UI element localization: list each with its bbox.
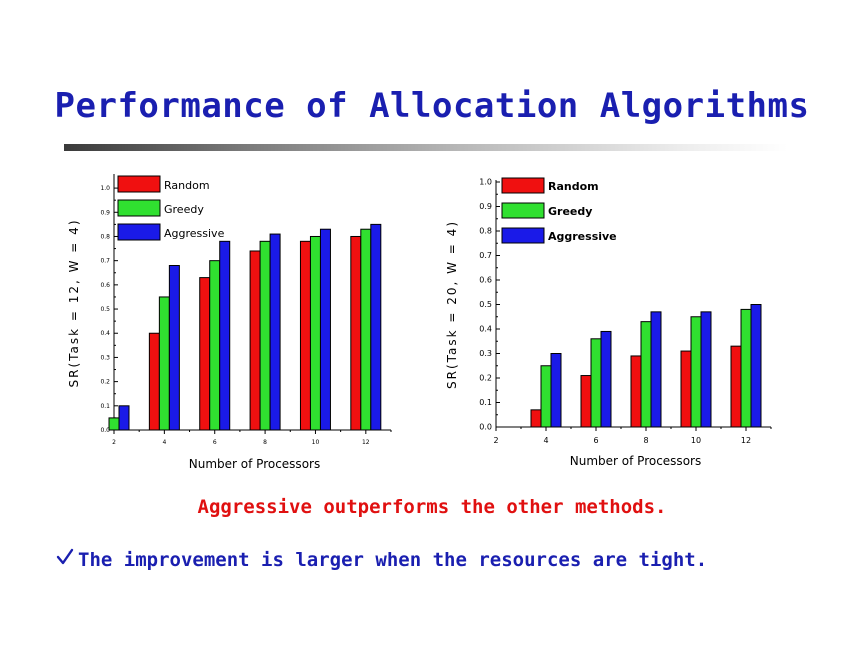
legend-label-aggressive: Aggressive <box>164 227 225 240</box>
x-tick-label: 4 <box>162 439 166 446</box>
title-divider <box>64 144 788 151</box>
x-tick-label: 6 <box>593 436 598 445</box>
y-tick-label: 0.2 <box>479 374 492 383</box>
legend-swatch-aggressive <box>117 223 161 241</box>
x-axis-title: Number of Processors <box>189 457 320 471</box>
bar-greedy <box>158 296 170 431</box>
bar-greedy <box>590 338 602 428</box>
x-tick-label: 4 <box>543 436 548 445</box>
bar-aggressive <box>168 265 180 431</box>
bar-aggressive <box>550 353 562 428</box>
legend-swatch-aggressive <box>501 227 545 244</box>
x-tick-label: 2 <box>493 436 498 445</box>
checkmark-icon <box>56 548 76 571</box>
x-tick-label: 10 <box>312 439 320 446</box>
y-tick-label: 0.4 <box>100 330 110 337</box>
bar-aggressive <box>370 223 382 431</box>
bar-aggressive <box>650 311 662 428</box>
bar-random <box>148 332 160 431</box>
bar-greedy <box>740 308 752 428</box>
caption: Aggressive outperforms the other methods… <box>197 496 667 518</box>
bar-aggressive <box>118 405 130 431</box>
y-tick-label: 0.5 <box>100 306 110 313</box>
bar-random <box>580 375 592 428</box>
y-tick-label: 0.8 <box>100 233 110 240</box>
chart-right: 0.0 0.1 0.2 0.3 0.4 0.5 0.6 0.7 0.8 0.9 1.0 2 4 6 8 10 1… <box>445 177 772 468</box>
note: The improvement is larger when the resou… <box>56 548 856 571</box>
x-tick-label: 2 <box>112 439 116 446</box>
bar-random <box>199 277 211 431</box>
y-tick-label: 0.6 <box>479 276 492 285</box>
x-axis-title: Number of Processors <box>570 454 701 468</box>
y-tick-label: 0.3 <box>479 349 492 358</box>
note-text: The improvement is larger when the resou… <box>78 549 708 571</box>
bar-random <box>630 355 642 428</box>
legend-label-aggressive: Aggressive <box>548 230 617 243</box>
y-tick-label: 0.0 <box>479 423 492 432</box>
x-tick-label: 12 <box>362 439 370 446</box>
x-tick-label: 6 <box>213 439 217 446</box>
y-tick-label: 0.7 <box>479 251 492 260</box>
legend-label-random: Random <box>164 179 210 192</box>
bar-random <box>249 250 261 431</box>
y-tick-label: 0.8 <box>479 227 492 236</box>
bar-greedy <box>259 240 271 431</box>
bar-greedy <box>209 260 221 431</box>
y-tick-label: 0.6 <box>100 282 110 289</box>
bar-greedy <box>309 235 321 431</box>
bar-aggressive <box>700 311 712 428</box>
y-tick-label: 0.3 <box>100 354 110 361</box>
x-tick-label: 12 <box>741 436 751 445</box>
bar-aggressive <box>600 330 612 428</box>
y-tick-label: 0.1 <box>479 398 492 407</box>
y-tick-label: 0.7 <box>100 258 110 265</box>
bar-aggressive <box>750 304 762 428</box>
y-tick-label: 0.9 <box>100 209 110 216</box>
bar-greedy <box>540 365 552 428</box>
bar-random <box>299 240 311 431</box>
bar-greedy <box>640 321 652 428</box>
legend-swatch-greedy <box>117 199 161 217</box>
bar-aggressive <box>319 228 331 431</box>
bar-greedy <box>360 228 372 431</box>
bar-random <box>350 235 362 431</box>
y-tick-label: 1.0 <box>100 185 110 192</box>
y-tick-label: 0.5 <box>479 300 492 309</box>
slide-title: Performance of Allocation Algorithms <box>54 86 810 126</box>
y-tick-label: 0.4 <box>479 325 492 334</box>
bar-random <box>680 350 692 428</box>
legend-label-greedy: Greedy <box>548 205 592 218</box>
x-tick-label: 8 <box>263 439 267 446</box>
legend-label-greedy: Greedy <box>164 203 204 216</box>
bar-greedy <box>108 417 120 431</box>
bar-random <box>730 345 742 428</box>
bar-random <box>530 409 542 428</box>
bar-greedy <box>690 316 702 428</box>
y-axis-title: SR(Task = 20, W = 4) <box>445 220 459 389</box>
y-tick-label: 0.2 <box>100 379 110 386</box>
bar-aggressive <box>219 240 231 431</box>
chart-left: 0.0 0.1 0.2 0.3 0.4 0.5 0.6 0.7 0.8 0.9 1.0 2 4 6 8 10 1… <box>67 174 392 471</box>
legend-swatch-random <box>117 175 161 193</box>
y-tick-label: 1.0 <box>479 178 492 187</box>
y-tick-label: 0.0 <box>100 427 110 434</box>
bar-aggressive <box>269 233 281 431</box>
y-tick-label: 0.1 <box>100 403 110 410</box>
y-tick-label: 0.9 <box>479 202 492 211</box>
x-tick-label: 10 <box>691 436 701 445</box>
x-tick-label: 8 <box>643 436 648 445</box>
y-axis-title: SR(Task = 12, W = 4) <box>67 219 81 388</box>
legend-label-random: Random <box>548 180 599 193</box>
legend-swatch-greedy <box>501 202 545 219</box>
legend-swatch-random <box>501 177 545 194</box>
